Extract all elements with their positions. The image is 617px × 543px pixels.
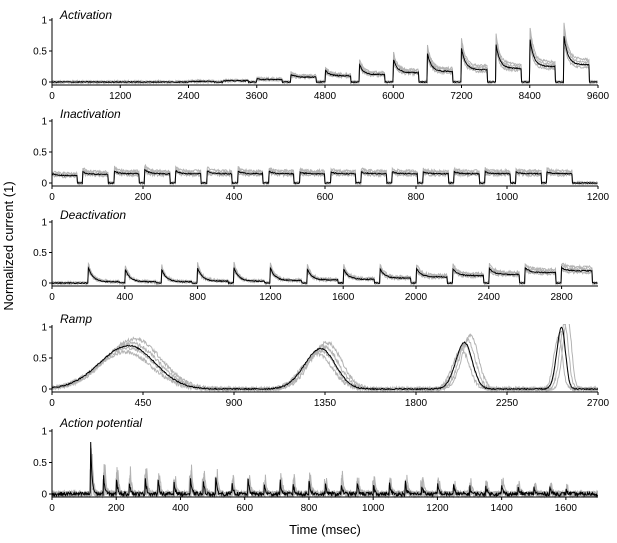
y-tick-label: 0 [41,385,47,396]
series-mean-line [52,326,598,391]
series-trial-line [52,266,598,286]
x-tick-label: 7200 [450,91,473,102]
x-tick-label: 1200 [109,91,132,102]
x-tick-label: 2800 [550,292,573,303]
x-tick-label: 1200 [587,192,610,203]
x-tick-label: 900 [226,398,243,409]
x-tick-label: 1000 [362,503,385,514]
y-tick-label: 0 [41,490,47,501]
x-tick-label: 800 [301,503,318,514]
x-tick-label: 1800 [405,398,428,409]
x-tick-label: 3600 [246,91,269,102]
x-tick-label: 1200 [259,292,282,303]
y-tick-label: 0.5 [33,148,47,159]
x-tick-label: 1350 [314,398,337,409]
series-mean-line [52,441,598,498]
x-tick-label: 4800 [314,91,337,102]
x-tick-label: 200 [108,503,125,514]
panel-title: Deactivation [60,208,126,222]
x-tick-label: 200 [135,192,152,203]
x-tick-label: 400 [226,192,243,203]
x-tick-label: 600 [317,192,334,203]
series-mean-line [52,168,598,186]
x-tick-label: 1600 [555,503,578,514]
x-tick-label: 1400 [491,503,514,514]
x-tick-label: 450 [135,398,152,409]
y-tick-label: 0 [41,179,47,190]
x-tick-label: 600 [236,503,253,514]
x-tick-label: 1600 [332,292,355,303]
panel-title: Activation [59,8,112,22]
y-tick-label: 0.5 [33,47,47,58]
series-mean-line [52,36,598,84]
y-tick-label: 1 [41,218,47,229]
chart-panels: 00.510 1200 2400 3600 4800 6000 7200 8400 9600Ac… [33,8,609,514]
x-tick-label: 400 [172,503,189,514]
x-tick-label: 2400 [177,91,200,102]
x-axis-title: Time (msec) [289,522,361,537]
x-tick-label: 800 [189,292,206,303]
x-tick-label: 2250 [496,398,519,409]
y-tick-label: 0.5 [33,354,47,365]
panel-0: 0 0.5 1 0 1200 2400 3600 4800 6000 7200 8400 9600 Ac… [33,8,609,102]
series-trial-line [52,330,598,393]
series-trial-line [52,324,598,393]
x-tick-label: 2400 [478,292,501,303]
x-tick-label: 8400 [519,91,542,102]
panel-title: Ramp [60,312,92,326]
y-tick-label: 0 [41,78,47,89]
y-tick-label: 0.5 [33,458,47,469]
x-tick-label: 0 [49,292,55,303]
x-tick-label: 1200 [426,503,449,514]
x-tick-label: 0 [49,398,55,409]
y-axis-title: Normalized current (1) [1,181,16,310]
x-tick-label: 0 [49,91,55,102]
y-tick-label: 1 [41,323,47,334]
series-trial-line [52,324,598,393]
panel-1: 0 0.5 1 0 200 400 600 800 1000 1200 Inactivation [33,107,609,203]
y-tick-label: 0 [41,279,47,290]
x-tick-label: 0 [49,192,55,203]
series-trial-line [52,35,598,86]
panel-3: 0 0.5 1 0 450 900 1350 1800 2250 2700 Ramp [33,312,609,409]
series-mean-line [52,265,598,285]
x-tick-label: 800 [408,192,425,203]
x-tick-label: 6000 [382,91,405,102]
y-tick-label: 1 [41,427,47,438]
x-tick-label: 1000 [496,192,519,203]
y-tick-label: 1 [41,16,47,27]
x-tick-label: 9600 [587,91,610,102]
y-tick-label: 1 [41,117,47,128]
panel-4: 0 0.5 1 0 200 400 600 800 1000 1200 1400 1600 Action… [33,416,598,514]
panel-title: Inactivation [60,107,121,121]
panel-2: 0 0.5 1 0 400 800 1200 1600 2000 2400 2800 Deactiva… [33,208,598,303]
y-tick-label: 0.5 [33,248,47,259]
x-tick-label: 0 [49,503,55,514]
x-tick-label: 400 [116,292,133,303]
panel-title: Action potential [59,416,142,430]
x-tick-label: 2000 [405,292,428,303]
x-tick-label: 2700 [587,398,610,409]
series-trial-line [52,22,598,85]
series-trial-line [52,28,598,85]
